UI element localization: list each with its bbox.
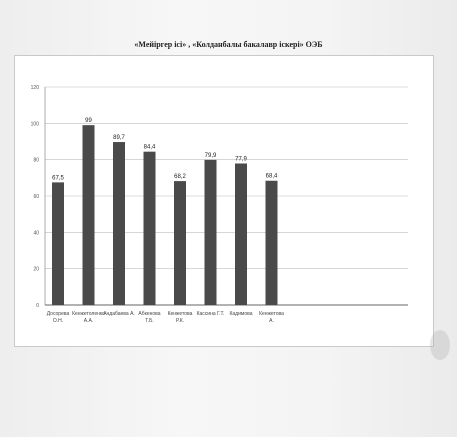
data-label: 68,2	[174, 174, 186, 180]
y-tick-label: 100	[31, 121, 40, 127]
category-label: А.	[269, 318, 274, 324]
data-label: 68,4	[266, 174, 278, 180]
category-label: Т.Б.	[145, 318, 154, 324]
y-tick-label: 80	[33, 158, 39, 164]
category-label: Кенжетова	[168, 311, 193, 317]
y-tick-label: 120	[31, 85, 40, 91]
category-label: Кенжетова	[259, 311, 284, 317]
bar	[235, 163, 247, 305]
data-label: 84,4	[144, 145, 156, 151]
category-label: Досорева	[47, 311, 70, 317]
category-label: Р.К.	[176, 318, 184, 324]
category-label: Андабаева А.	[103, 311, 135, 317]
data-label: 79,9	[205, 153, 217, 159]
bar	[52, 182, 64, 305]
category-label: Кассина Г.Т.	[197, 311, 225, 317]
y-tick-label: 40	[33, 230, 39, 236]
data-label: 77,9	[235, 156, 247, 162]
bar	[82, 125, 95, 306]
y-tick-label: 60	[33, 194, 39, 200]
chart-title: «Мейіргер ісі» , «Колданбалы бакалавр іс…	[134, 40, 323, 49]
data-label: 99	[85, 118, 92, 124]
bar	[204, 159, 217, 305]
bar	[265, 180, 278, 305]
y-tick-label: 20	[33, 267, 39, 273]
category-label: А.А.	[84, 318, 93, 324]
data-label: 89,7	[113, 135, 125, 141]
category-label: О.Н.	[53, 318, 63, 324]
bar	[174, 181, 186, 305]
bar	[143, 151, 156, 305]
category-label: Кенжетоленко	[72, 311, 105, 317]
bar	[113, 142, 125, 305]
category-label: Кадимова	[229, 311, 252, 317]
y-tick-label: 0	[36, 303, 39, 309]
category-label: Абкенова	[138, 311, 160, 317]
scan-smudge	[430, 330, 450, 360]
data-label: 67,5	[52, 175, 64, 181]
